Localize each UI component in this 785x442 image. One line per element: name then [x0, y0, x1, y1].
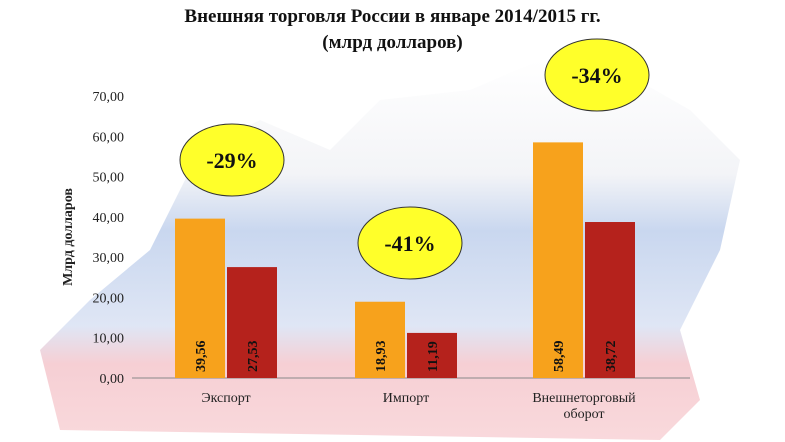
y-tick-label: 30,00	[93, 251, 125, 266]
bar	[407, 332, 457, 378]
chart-title: Внешняя торговля России в январе 2014/20…	[0, 4, 785, 56]
annotation-ellipse	[357, 206, 463, 280]
data-label: 18,93	[374, 341, 389, 373]
bar	[533, 142, 583, 378]
x-tick-label: Экспорт	[201, 391, 250, 406]
annotation-label: -34%	[571, 63, 622, 88]
y-tick-label: 50,00	[93, 171, 125, 186]
y-tick-label: 20,00	[93, 291, 125, 306]
data-label: 39,56	[194, 341, 209, 373]
y-axis-label: Млрд долларов	[61, 188, 76, 286]
x-tick-label: Внешнеторговый	[532, 391, 636, 406]
annotation-ellipse	[179, 123, 285, 197]
annotation-ellipse	[544, 38, 650, 112]
y-tick-label: 70,00	[93, 90, 125, 105]
bar	[227, 267, 277, 378]
y-tick-label: 40,00	[93, 211, 125, 226]
x-tick-label: оборот	[563, 407, 604, 422]
bar	[355, 301, 405, 378]
y-tick-label: 60,00	[93, 130, 125, 145]
annotation-label: -41%	[384, 231, 435, 256]
bar	[175, 218, 225, 378]
y-tick-label: 0,00	[100, 372, 125, 387]
data-label: 11,19	[426, 341, 441, 372]
bar	[585, 222, 635, 378]
title-line: Внешняя торговля России в январе 2014/20…	[184, 6, 601, 27]
subtitle-line: (млрд долларов)	[322, 32, 463, 53]
data-label: 58,49	[552, 341, 567, 373]
y-tick-label: 10,00	[93, 332, 125, 347]
annotation-label: -29%	[206, 148, 257, 173]
x-tick-label: Импорт	[383, 391, 429, 406]
data-label: 27,53	[246, 341, 261, 373]
data-label: 38,72	[604, 341, 619, 373]
